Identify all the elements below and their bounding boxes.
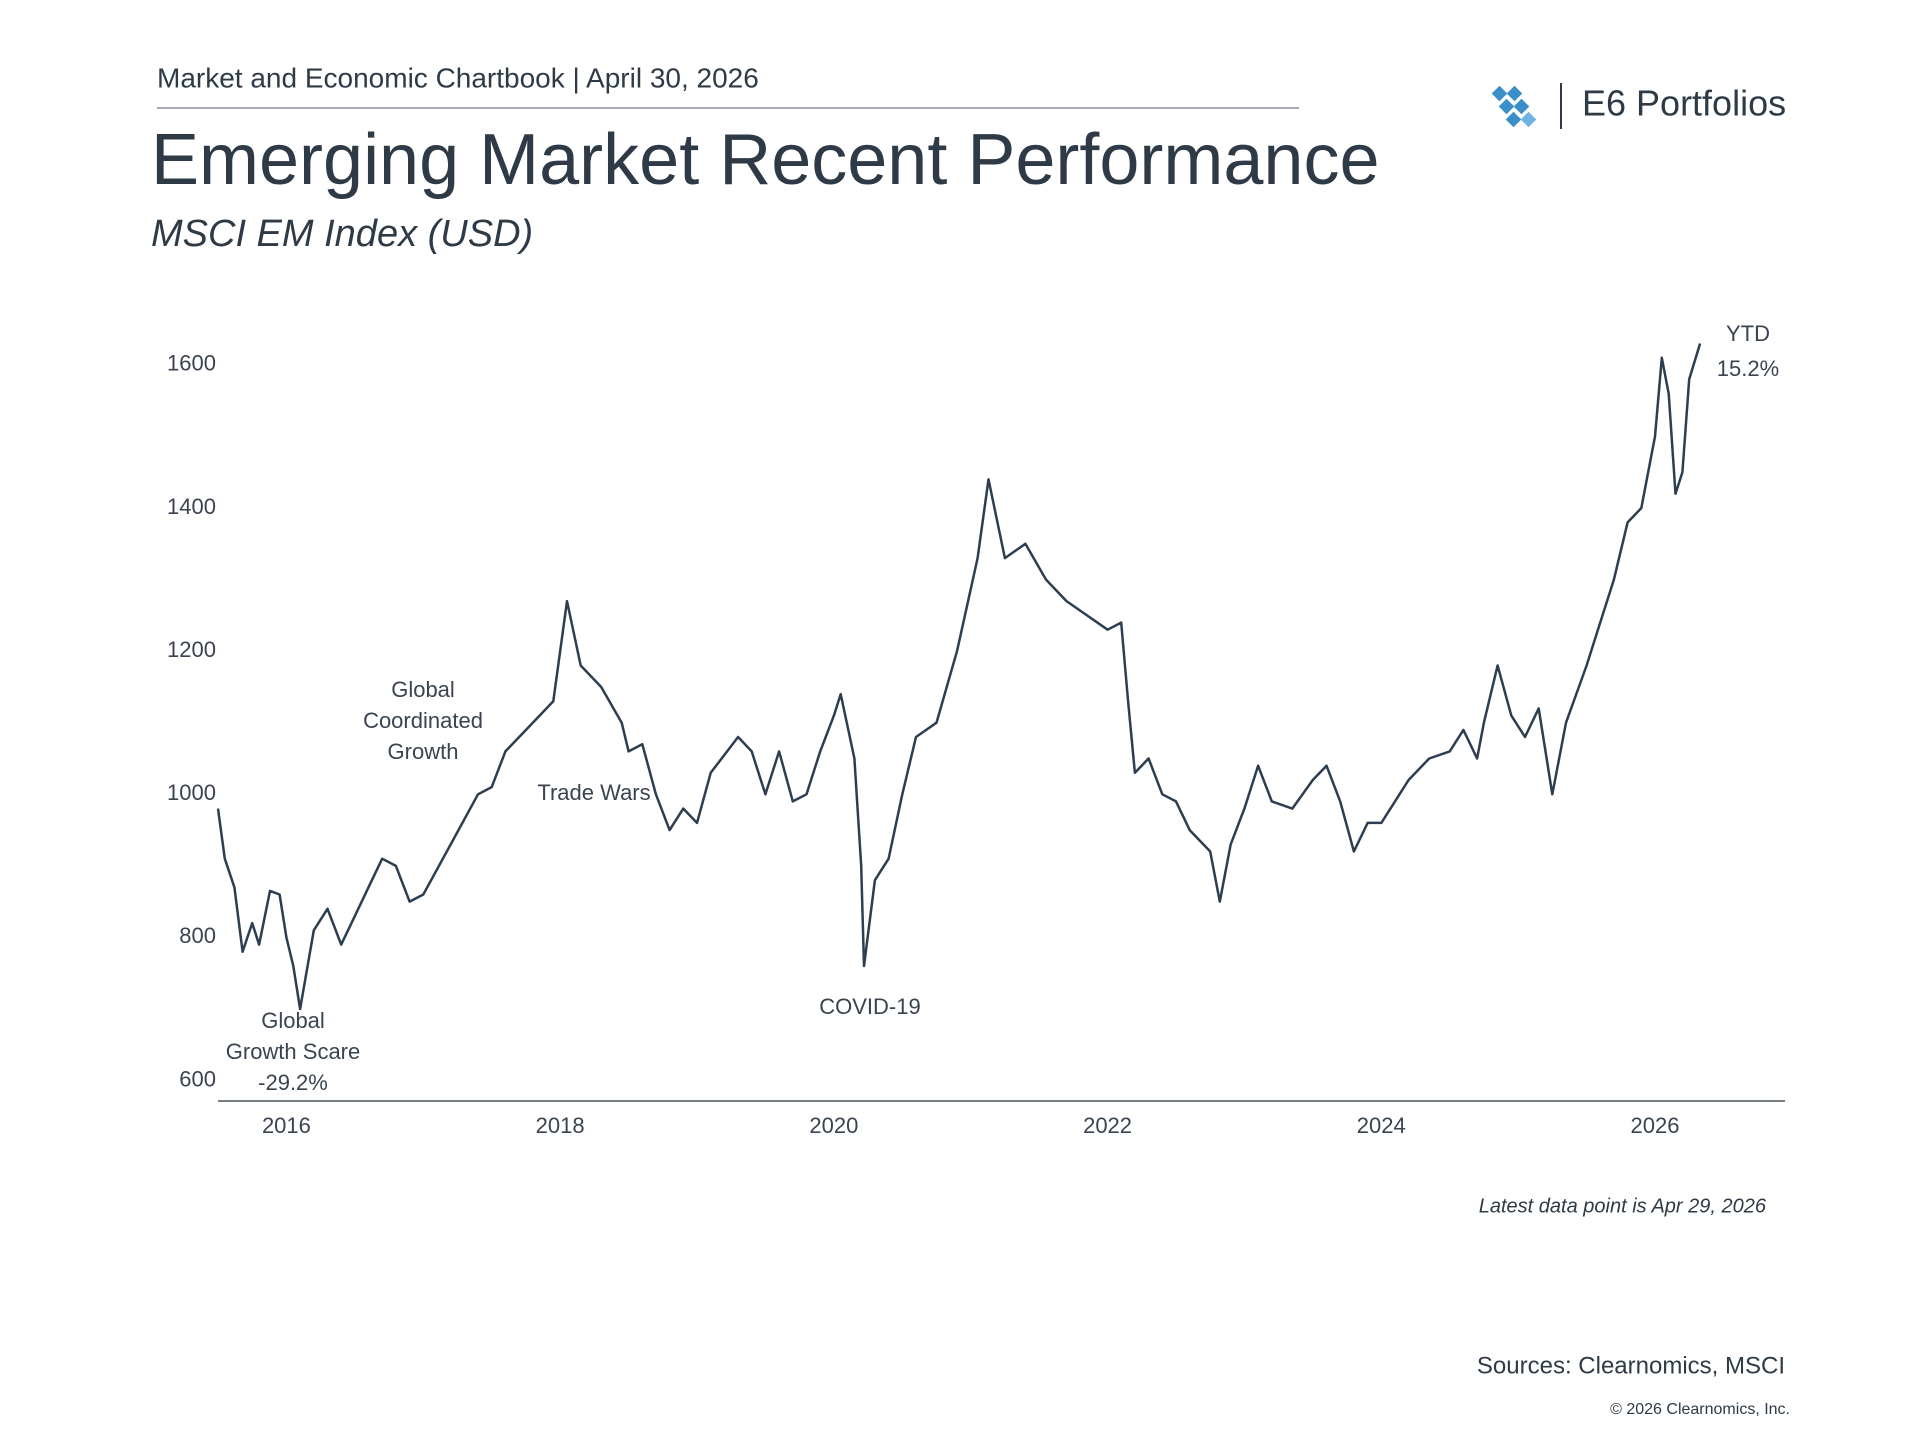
annotation: Growth Scare [226, 1039, 361, 1064]
chart-title: Emerging Market Recent Performance [151, 120, 1380, 200]
annotation: 15.2% [1717, 356, 1779, 381]
x-tick-label: 2020 [809, 1113, 858, 1138]
annotation: Coordinated [363, 708, 483, 733]
annotation: -29.2% [258, 1070, 328, 1095]
x-tick-label: 2024 [1357, 1113, 1406, 1138]
annotation: Trade Wars [537, 780, 650, 805]
chart-subtitle: MSCI EM Index (USD) [151, 213, 533, 255]
logo-icon [1491, 85, 1537, 128]
x-tick-label: 2018 [536, 1113, 585, 1138]
annotation: YTD [1726, 321, 1770, 346]
y-tick-label: 1200 [167, 637, 216, 662]
header: Market and Economic Chartbook | April 30… [157, 62, 759, 93]
x-tick-label: 2016 [262, 1113, 311, 1138]
annotation: COVID-19 [819, 994, 920, 1019]
y-tick-label: 600 [179, 1066, 216, 1091]
annotation: Growth [388, 739, 459, 764]
copyright: © 2026 Clearnomics, Inc. [1610, 1401, 1790, 1418]
annotation: Global [261, 1008, 325, 1033]
y-tick-label: 1600 [167, 351, 216, 376]
sources: Sources: Clearnomics, MSCI [1477, 1352, 1785, 1379]
y-tick-label: 1400 [167, 494, 216, 519]
logo-text: E6 Portfolios [1582, 83, 1786, 124]
x-tick-label: 2022 [1083, 1113, 1132, 1138]
data-note: Latest data point is Apr 29, 2026 [1479, 1195, 1767, 1217]
y-tick-label: 1000 [167, 780, 216, 805]
index-line [216, 343, 1702, 1011]
annotation: Global [391, 677, 455, 702]
y-tick-label: 800 [179, 923, 216, 948]
x-tick-label: 2026 [1631, 1113, 1680, 1138]
